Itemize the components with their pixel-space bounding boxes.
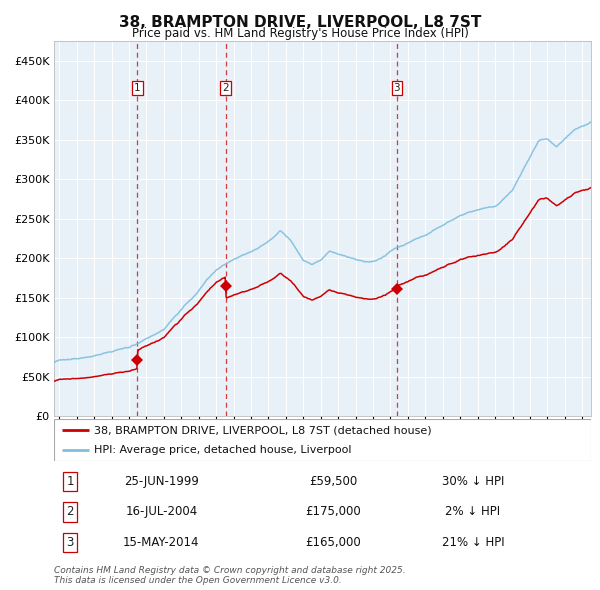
Text: 38, BRAMPTON DRIVE, LIVERPOOL, L8 7ST (detached house): 38, BRAMPTON DRIVE, LIVERPOOL, L8 7ST (d…	[94, 425, 432, 435]
Text: 15-MAY-2014: 15-MAY-2014	[123, 536, 200, 549]
Text: HPI: Average price, detached house, Liverpool: HPI: Average price, detached house, Live…	[94, 445, 352, 455]
Text: 2% ↓ HPI: 2% ↓ HPI	[445, 505, 500, 519]
Text: 21% ↓ HPI: 21% ↓ HPI	[442, 536, 504, 549]
Text: Price paid vs. HM Land Registry's House Price Index (HPI): Price paid vs. HM Land Registry's House …	[131, 27, 469, 40]
Text: 2: 2	[67, 505, 74, 519]
Text: 25-JUN-1999: 25-JUN-1999	[124, 475, 199, 488]
Text: 30% ↓ HPI: 30% ↓ HPI	[442, 475, 504, 488]
Text: 2: 2	[222, 83, 229, 93]
Text: 1: 1	[134, 83, 140, 93]
FancyBboxPatch shape	[54, 419, 591, 461]
Text: £165,000: £165,000	[305, 536, 361, 549]
Text: 3: 3	[394, 83, 400, 93]
Text: 38, BRAMPTON DRIVE, LIVERPOOL, L8 7ST: 38, BRAMPTON DRIVE, LIVERPOOL, L8 7ST	[119, 15, 481, 30]
Text: 3: 3	[67, 536, 74, 549]
Text: 1: 1	[67, 475, 74, 488]
Text: £175,000: £175,000	[305, 505, 361, 519]
Text: 16-JUL-2004: 16-JUL-2004	[125, 505, 197, 519]
Text: Contains HM Land Registry data © Crown copyright and database right 2025.
This d: Contains HM Land Registry data © Crown c…	[54, 566, 406, 585]
Text: £59,500: £59,500	[309, 475, 358, 488]
